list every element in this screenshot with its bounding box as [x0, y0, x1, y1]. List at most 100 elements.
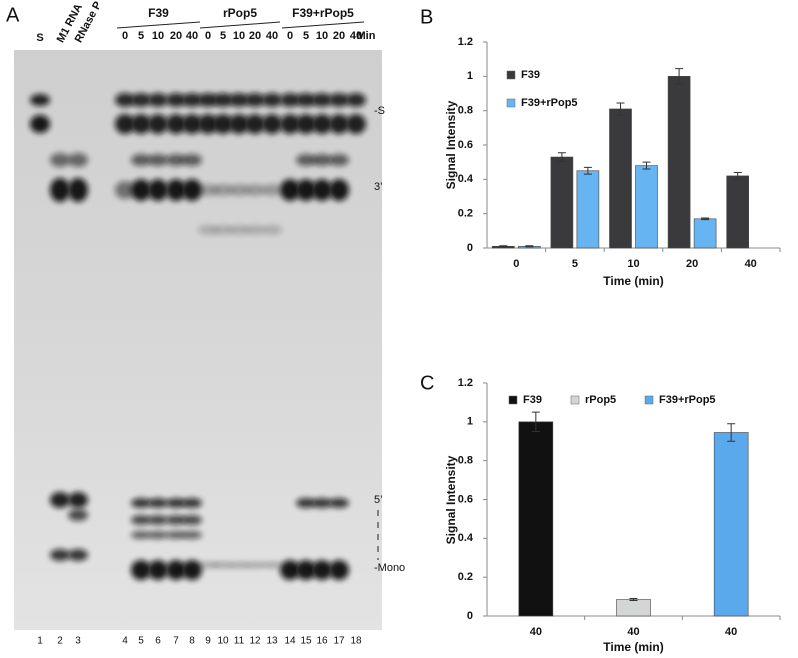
gel-band: [296, 560, 316, 580]
bar: [550, 156, 574, 249]
panel-letter: C: [420, 372, 434, 394]
gel-band: [115, 114, 135, 134]
legend-swatch: [506, 98, 516, 108]
gel-band: [262, 225, 282, 235]
lane-number: 16: [316, 636, 328, 647]
gel-band: [131, 531, 151, 539]
gel-band: [296, 154, 316, 166]
x-axis-title: Time (min): [603, 274, 663, 288]
lane-number: 6: [155, 636, 161, 647]
lane-number: 8: [189, 636, 195, 647]
group-label: F39+rPop5: [292, 6, 354, 20]
time-label: 0: [122, 30, 128, 42]
bar: [518, 421, 554, 617]
gel-band: [312, 93, 332, 107]
y-axis-title: Signal Intensity: [444, 100, 458, 189]
gel-band: [346, 93, 366, 107]
bar: [576, 170, 600, 249]
gel-band: [68, 492, 88, 508]
error-bar: [616, 102, 625, 116]
gel-band: [329, 93, 349, 107]
panel-letter: B: [420, 6, 433, 28]
gel-band: [182, 498, 202, 508]
legend-label: F39: [521, 69, 540, 81]
gel-band: [182, 154, 202, 166]
gel-band: [312, 179, 332, 201]
gel-band: [50, 153, 70, 167]
gel-band: [312, 154, 332, 166]
error-bar: [727, 423, 736, 442]
gel-band: [245, 184, 265, 196]
lane-number: 13: [266, 636, 278, 647]
gel-band: [131, 114, 151, 134]
lane-number: 4: [122, 636, 128, 647]
time-label: 40: [266, 30, 278, 42]
band-label: 3’: [374, 181, 383, 193]
gel-band: [68, 509, 88, 521]
y-tick-label: 0: [467, 610, 473, 622]
gel-band: [229, 114, 249, 134]
gel-band: [213, 562, 233, 568]
legend-label: F39: [523, 394, 542, 406]
lane-number: 1: [37, 636, 43, 647]
gel-band: [198, 184, 218, 196]
gel-band: [68, 549, 88, 561]
gel-band: [182, 560, 202, 580]
gel-band: [148, 531, 168, 539]
legend-label: rPop5: [585, 394, 616, 406]
lane-number: 5: [138, 636, 144, 647]
gel-band: [131, 560, 151, 580]
x-tick-label: 40: [725, 626, 737, 638]
gel-band: [166, 531, 186, 539]
x-tick-label: 40: [745, 258, 757, 270]
legend-swatch: [644, 395, 654, 405]
legend-swatch: [506, 70, 516, 80]
y-tick-label: 0.8: [458, 105, 473, 117]
bar: [616, 599, 651, 617]
gel-band: [229, 225, 249, 235]
gel-band: [148, 114, 168, 134]
time-label: 20: [249, 30, 261, 42]
gel-band: [30, 94, 50, 106]
lane-number: 18: [350, 636, 362, 647]
lane-number: 3: [75, 636, 81, 647]
gel-band: [262, 93, 282, 107]
group-label: F39: [148, 6, 169, 20]
gel-band: [280, 114, 300, 134]
gel-band: [312, 560, 332, 580]
error-bar: [583, 166, 592, 175]
gel-band: [148, 498, 168, 508]
bar: [726, 175, 750, 249]
bar: [609, 108, 632, 249]
gel-band: [131, 498, 151, 508]
time-label: 0: [287, 30, 293, 42]
group-underline: [116, 21, 201, 29]
lane-number: 2: [57, 636, 63, 647]
error-bar: [531, 411, 540, 433]
gel-band: [182, 515, 202, 525]
gel-band: [229, 562, 249, 568]
time-label: 10: [152, 30, 164, 42]
time-label: 40: [186, 30, 198, 42]
gel-band: [213, 114, 233, 134]
x-tick-label: 20: [686, 258, 698, 270]
gel-band: [50, 549, 70, 561]
y-tick-label: 1: [467, 70, 473, 82]
x-axis-title: Time (min): [603, 640, 663, 654]
gel-band: [115, 93, 135, 107]
lane-number: 14: [284, 636, 296, 647]
gel-image: [14, 50, 382, 630]
y-tick-label: 0.6: [458, 139, 473, 151]
gel-band: [262, 562, 282, 568]
y-tick-label: 0.4: [458, 532, 474, 544]
gel-band: [198, 225, 218, 235]
error-bar: [557, 152, 566, 162]
gel-band: [166, 179, 186, 201]
gel-band: [166, 93, 186, 107]
gel-band: [198, 114, 218, 134]
y-tick-label: 1.2: [458, 36, 473, 48]
y-tick-label: 0.4: [458, 173, 474, 185]
gel-band: [30, 115, 50, 133]
error-bar: [733, 171, 742, 180]
